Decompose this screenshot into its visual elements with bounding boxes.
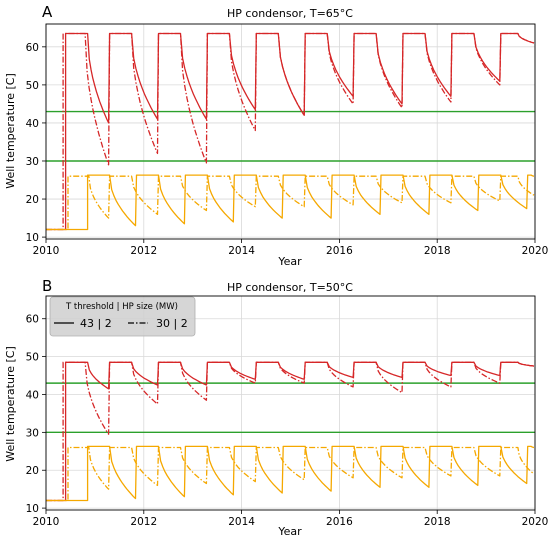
panel-a-xtick-label: 2012 [130, 245, 157, 257]
panel-b-ylabel: Well temperature [C] [4, 346, 17, 462]
panel-b-xtick-label: 2012 [130, 516, 157, 528]
legend-entry-dashdot: 30 | 2 [156, 317, 188, 330]
panel-a-series-2-solid [46, 174, 535, 231]
panel-b-ytick-label: 60 [26, 314, 39, 326]
panel-a-ticks: 2010 2012 2014 2016 2018 2020 10 20 30 40 50 60 [26, 42, 549, 257]
panel-a-xtick-label: 2010 [33, 245, 60, 257]
panel-a-series-1-dashdot [46, 32, 535, 231]
legend-entry-solid: 43 | 2 [80, 317, 112, 330]
panel-b-series [46, 361, 535, 502]
panel-b-xtick-label: 2016 [326, 516, 353, 528]
panel-b-ticks: 2010 2012 2014 2016 2018 2020 10 20 30 40 50 60 [26, 314, 549, 528]
panel-a-title: HP condensor, T=65°C [227, 7, 353, 20]
panel-b-ytick-label: 30 [26, 427, 39, 439]
panel-a-ytick-label: 30 [26, 156, 39, 168]
panel-a-series-3-dashdot [46, 175, 535, 231]
panel-a-ytick-label: 60 [26, 42, 39, 54]
panel-a-xlabel: Year [277, 255, 302, 268]
panel-b-ytick-label: 10 [26, 503, 39, 515]
panel-b-series-2-solid [46, 445, 535, 502]
panel-b-ytick-label: 20 [26, 465, 39, 477]
panel-b-xlabel: Year [277, 525, 302, 538]
panel-a-frame [45, 23, 536, 240]
panel-b-series-3-dashdot [46, 446, 535, 502]
panel-a-ytick-label: 50 [26, 80, 39, 92]
legend: T threshold | HP size (MW) 43 | 2 30 | 2 [49, 296, 196, 337]
panel-b-ytick-label: 50 [26, 352, 39, 364]
panel-b-xtick-label: 2020 [522, 516, 549, 528]
panel-b: B HP condensor, T=50°C 2010 2012 2014 2016 2… [4, 277, 548, 538]
panel-b-frame [45, 295, 536, 511]
panel-a-threshold-lines [46, 110, 535, 162]
panel-a-xtick-label: 2018 [424, 245, 451, 257]
panel-a-series-0-solid [46, 32, 535, 231]
panel-b-ytick-label: 40 [26, 389, 39, 401]
panel-a-xtick-label: 2014 [228, 245, 255, 257]
panel-a-ytick-label: 20 [26, 194, 39, 206]
panel-b-series-1-dashdot [46, 361, 535, 502]
legend-title: T threshold | HP size (MW) [65, 302, 178, 312]
panel-a-ytick-label: 40 [26, 118, 39, 130]
panel-b-label: B [42, 277, 52, 295]
panel-a-xtick-label: 2020 [522, 245, 549, 257]
panel-b-series-0-solid [46, 361, 535, 502]
panel-b-xtick-label: 2018 [424, 516, 451, 528]
panel-a-xtick-label: 2016 [326, 245, 353, 257]
panel-a-ylabel: Well temperature [C] [4, 73, 17, 189]
panel-a-series [46, 32, 535, 231]
panel-b-xtick-label: 2014 [228, 516, 255, 528]
panel-b-xtick-label: 2010 [33, 516, 60, 528]
panel-a: A HP condensor, T=65°C 2010 2012 2014 2016 2… [4, 3, 548, 268]
legend-box [49, 296, 196, 337]
panel-b-title: HP condensor, T=50°C [227, 281, 353, 294]
panel-a-label: A [42, 3, 53, 21]
panel-a-ytick-label: 10 [26, 232, 39, 244]
panel-b-threshold-lines [46, 382, 535, 434]
